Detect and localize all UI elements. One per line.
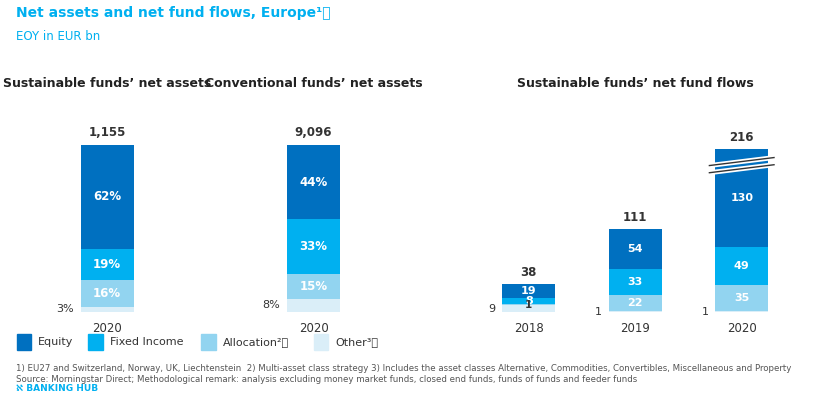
Bar [502,305,555,312]
Bar [502,284,555,298]
Text: 62%: 62% [93,190,121,204]
Text: 15%: 15% [299,280,328,293]
Text: 54: 54 [628,244,643,254]
Text: 16%: 16% [93,287,121,300]
Bar [715,311,768,312]
Text: 1: 1 [596,307,602,317]
Bar [609,311,662,312]
Text: 1: 1 [526,300,532,310]
Text: 19%: 19% [93,258,121,271]
Text: 8%: 8% [262,300,280,310]
Text: 1: 1 [702,307,709,317]
Bar [287,219,340,274]
Text: Other³⦾: Other³⦾ [335,337,378,347]
Text: 3%: 3% [56,304,73,314]
Text: 130: 130 [730,193,753,203]
Text: 19: 19 [521,286,536,296]
Bar [715,285,768,311]
Bar [81,145,134,249]
Bar [715,248,768,285]
Text: 35: 35 [734,293,749,303]
Text: 33: 33 [628,277,643,287]
Text: 1) EU27 and Switzerland, Norway, UK, Liechtenstein  2) Multi-asset class strateg: 1) EU27 and Switzerland, Norway, UK, Lie… [16,364,792,373]
Text: 33%: 33% [299,240,328,253]
Text: Net assets and net fund flows, Europe¹⦾: Net assets and net fund flows, Europe¹⦾ [16,6,331,20]
Bar [81,249,134,280]
Text: Source: Morningstar Direct; Methodological remark: analysis excluding money mark: Source: Morningstar Direct; Methodologic… [16,375,638,384]
Text: 49: 49 [733,261,750,271]
Bar [287,274,340,299]
Text: Equity: Equity [38,337,73,347]
Text: 22: 22 [628,298,643,308]
Text: Fixed Income: Fixed Income [110,337,183,347]
Text: 9: 9 [488,304,496,314]
Bar [715,149,768,248]
Text: Sustainable funds’ net assets: Sustainable funds’ net assets [3,77,211,90]
Text: 9,096: 9,096 [295,126,332,139]
Bar [81,280,134,307]
Bar [609,270,662,294]
Text: 44%: 44% [299,176,328,188]
Bar [502,298,555,304]
Bar [609,228,662,270]
Text: 8: 8 [525,296,533,306]
Bar [287,299,340,312]
Text: 38: 38 [521,266,537,279]
Text: Sustainable funds’ net fund flows: Sustainable funds’ net fund flows [517,77,753,90]
Text: Conventional funds’ net assets: Conventional funds’ net assets [205,77,422,90]
Text: Allocation²⦾: Allocation²⦾ [223,337,289,347]
Bar [609,294,662,311]
Text: ℵ BANKING HUB: ℵ BANKING HUB [16,384,99,393]
Bar [502,304,555,305]
Text: 216: 216 [729,131,754,144]
Text: EOY in EUR bn: EOY in EUR bn [16,30,101,43]
Text: 111: 111 [623,211,648,224]
Text: 1,155: 1,155 [88,126,126,139]
Bar [287,145,340,219]
Bar [81,307,134,312]
